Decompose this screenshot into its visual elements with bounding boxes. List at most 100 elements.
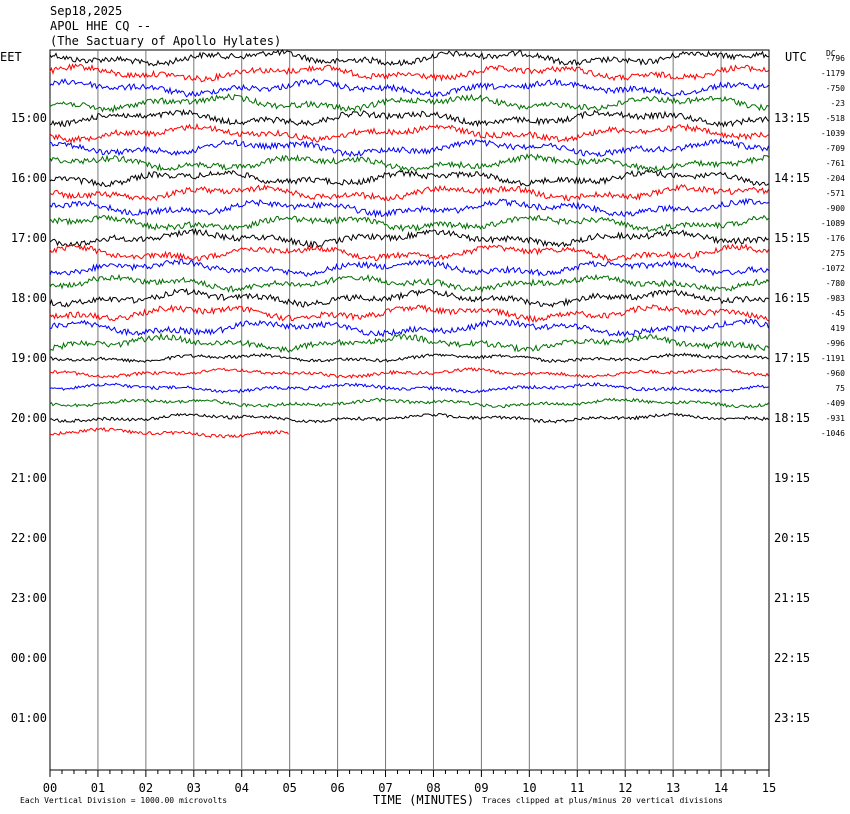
- trace-line-15: [49, 258, 769, 277]
- trace-line-6: [49, 122, 769, 144]
- right-hour-label: 17:15: [774, 351, 810, 365]
- trace-dc-label-21: -1191: [821, 354, 845, 363]
- x-axis-title: TIME (MINUTES): [373, 793, 475, 807]
- x-tick-label: 09: [474, 781, 488, 795]
- trace-dc-label-1: -796: [826, 54, 845, 63]
- left-hour-label: 23:00: [11, 591, 47, 605]
- x-tick-label: 13: [666, 781, 680, 795]
- right-hour-label: 13:15: [774, 111, 810, 125]
- trace-line-11: [49, 197, 769, 219]
- trace-dc-label-6: -1039: [821, 129, 845, 138]
- x-tick-label: 04: [235, 781, 249, 795]
- right-hour-label: 19:15: [774, 471, 810, 485]
- right-hour-label: 23:15: [774, 711, 810, 725]
- left-hour-label: 20:00: [11, 411, 47, 425]
- left-hour-label: 15:00: [11, 111, 47, 125]
- trace-dc-label-18: -45: [831, 309, 846, 318]
- trace-dc-label-19: 419: [831, 324, 846, 333]
- trace-dc-label-23: 75: [835, 384, 845, 393]
- trace-dc-label-11: -900: [826, 204, 845, 213]
- trace-dc-label-14: 275: [831, 249, 846, 258]
- x-tick-label: 03: [187, 781, 201, 795]
- trace-line-12: [49, 214, 769, 233]
- trace-dc-label-8: -761: [826, 159, 845, 168]
- trace-line-2: [49, 63, 769, 83]
- clip-note: Traces clipped at plus/minus 20 vertical…: [482, 796, 723, 805]
- dc-label: DC: [826, 49, 836, 58]
- right-hour-label: 20:15: [774, 531, 810, 545]
- trace-line-21: [49, 352, 769, 363]
- trace-line-20: [49, 332, 769, 354]
- trace-line-7: [49, 138, 769, 158]
- x-tick-label: 05: [282, 781, 296, 795]
- right-hour-label: 16:15: [774, 291, 810, 305]
- trace-dc-label-2: -1179: [821, 69, 845, 78]
- left-hour-label: 22:00: [11, 531, 47, 545]
- trace-line-24: [49, 397, 769, 409]
- x-tick-label: 08: [426, 781, 440, 795]
- trace-dc-label-3: -750: [826, 84, 845, 93]
- trace-line-1: [49, 48, 769, 67]
- left-hour-label: 17:00: [11, 231, 47, 245]
- x-tick-label: 14: [714, 781, 728, 795]
- trace-dc-label-10: -571: [826, 189, 845, 198]
- x-tick-label: 02: [139, 781, 153, 795]
- trace-dc-label-4: -23: [831, 99, 846, 108]
- left-hour-label: 00:00: [11, 651, 47, 665]
- trace-line-13: [49, 227, 769, 249]
- right-hour-label: 21:15: [774, 591, 810, 605]
- trace-dc-label-9: -204: [826, 174, 845, 183]
- trace-line-22: [49, 367, 769, 379]
- x-tick-label: 07: [378, 781, 392, 795]
- trace-line-5: [49, 108, 769, 128]
- x-tick-label: 10: [522, 781, 536, 795]
- left-hour-label: 16:00: [11, 171, 47, 185]
- trace-line-25: [49, 412, 769, 424]
- trace-line-26: [49, 426, 289, 439]
- trace-dc-label-17: -983: [826, 294, 845, 303]
- right-hour-label: 15:15: [774, 231, 810, 245]
- left-hour-label: 19:00: [11, 351, 47, 365]
- trace-dc-label-12: -1089: [821, 219, 845, 228]
- trace-line-4: [49, 93, 769, 114]
- trace-line-8: [49, 153, 769, 173]
- x-tick-label: 00: [43, 781, 57, 795]
- x-tick-label: 15: [762, 781, 776, 795]
- trace-dc-label-20: -996: [826, 339, 845, 348]
- left-timezone-label: EET: [0, 50, 22, 64]
- trace-dc-label-7: -709: [826, 144, 845, 153]
- trace-dc-label-15: -1072: [821, 264, 845, 273]
- scale-note: Each Vertical Division = 1000.00 microvo…: [20, 796, 228, 805]
- left-hour-label: 21:00: [11, 471, 47, 485]
- trace-line-19: [49, 318, 769, 338]
- date-title: Sep18,2025: [50, 4, 123, 18]
- trace-line-23: [49, 381, 769, 394]
- trace-line-9: [49, 169, 769, 188]
- station-title: APOL HHE CQ --: [50, 19, 152, 33]
- trace-line-18: [49, 304, 769, 323]
- trace-dc-label-16: -780: [826, 279, 845, 288]
- right-hour-label: 14:15: [774, 171, 810, 185]
- trace-line-3: [49, 77, 769, 98]
- trace-dc-label-22: -960: [826, 369, 845, 378]
- trace-dc-label-26: -1046: [821, 429, 845, 438]
- x-tick-label: 12: [618, 781, 632, 795]
- trace-dc-label-13: -176: [826, 234, 845, 243]
- plot-frame: [49, 49, 770, 771]
- left-hour-label: 18:00: [11, 291, 47, 305]
- trace-dc-label-25: -931: [826, 414, 845, 423]
- trace-dc-label-24: -409: [826, 399, 845, 408]
- trace-line-16: [49, 273, 769, 294]
- x-tick-label: 01: [91, 781, 105, 795]
- site-title: (The Sactuary of Apollo Hylates): [50, 34, 282, 48]
- x-tick-label: 06: [330, 781, 344, 795]
- x-tick-label: 11: [570, 781, 584, 795]
- trace-dc-label-5: -518: [826, 114, 845, 123]
- right-hour-label: 22:15: [774, 651, 810, 665]
- trace-line-10: [49, 183, 769, 202]
- trace-line-14: [49, 243, 769, 262]
- right-timezone-label: UTC: [785, 50, 807, 64]
- trace-line-17: [49, 287, 769, 308]
- right-hour-label: 18:15: [774, 411, 810, 425]
